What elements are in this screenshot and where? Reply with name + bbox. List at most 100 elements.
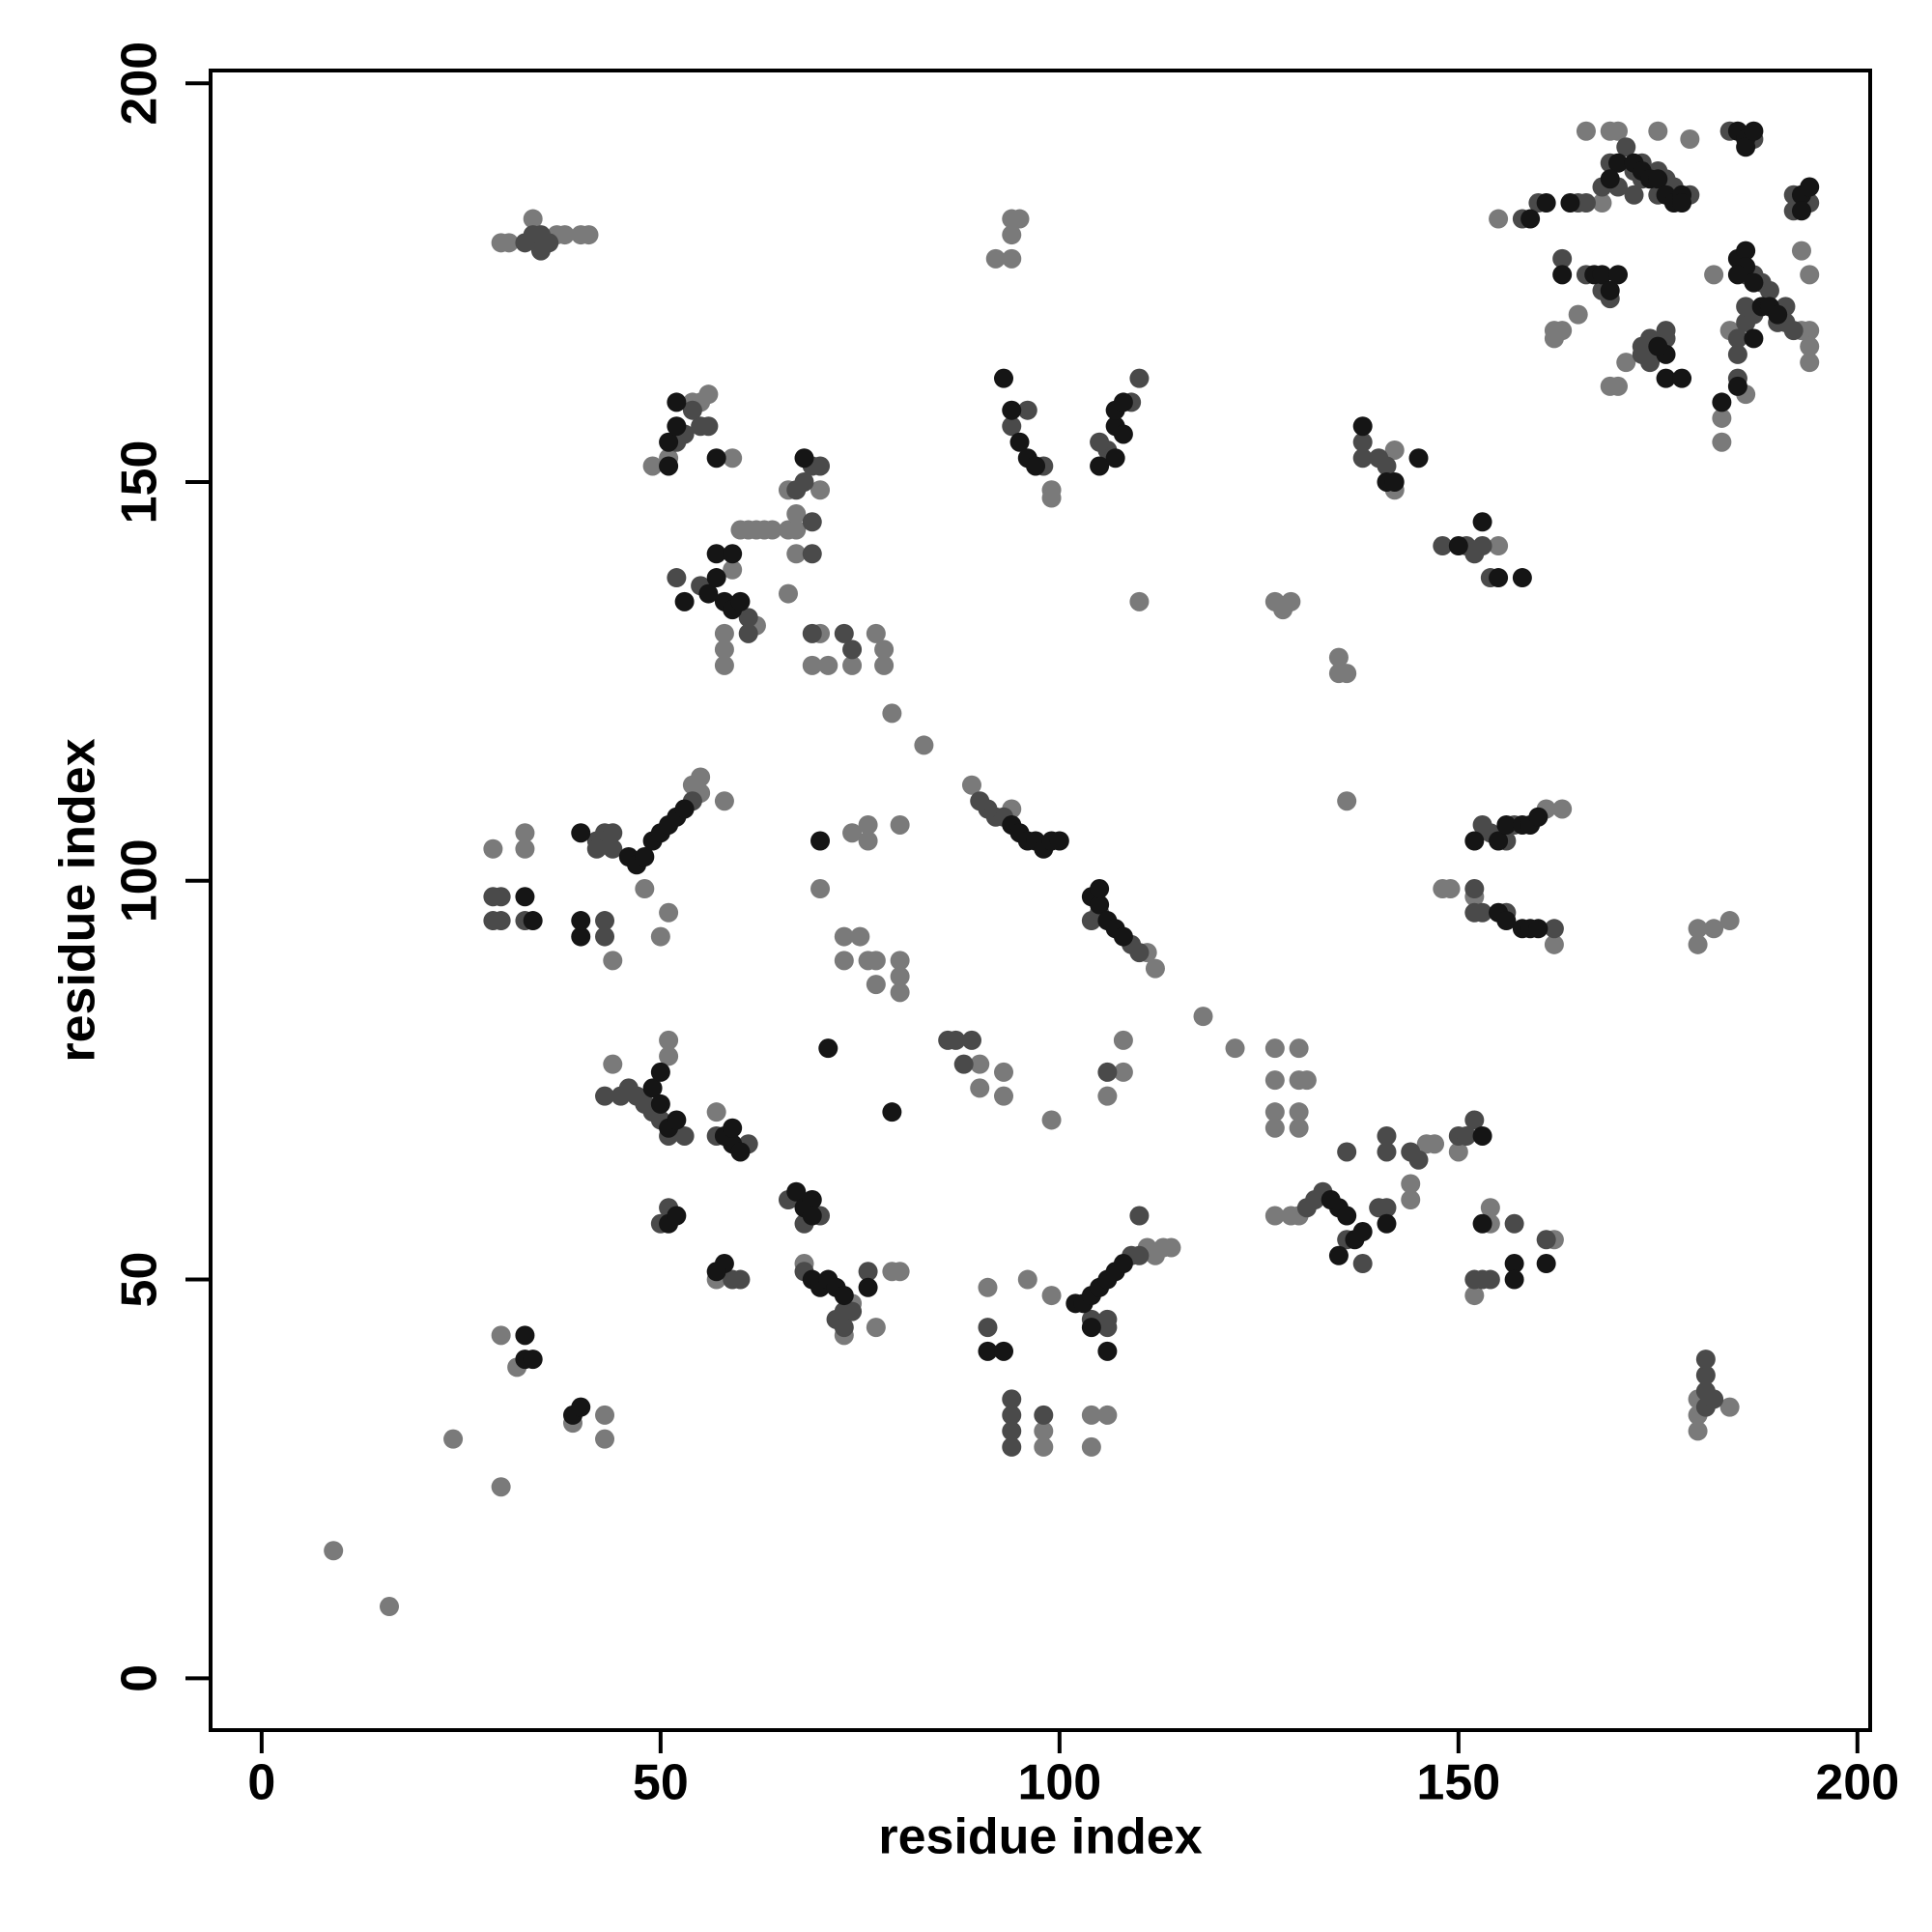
point <box>1225 1038 1245 1059</box>
point <box>1648 169 1668 189</box>
point <box>1759 280 1779 300</box>
point <box>1264 1206 1285 1226</box>
point <box>994 368 1014 388</box>
point <box>1489 536 1509 556</box>
point <box>1281 591 1301 611</box>
point <box>802 1189 822 1209</box>
point <box>698 384 719 405</box>
point <box>1727 265 1747 285</box>
point <box>1009 209 1030 229</box>
point <box>1496 911 1517 931</box>
point <box>579 225 599 245</box>
point <box>1113 1254 1133 1274</box>
point <box>1695 1365 1716 1385</box>
point <box>1472 1125 1492 1146</box>
point <box>1736 241 1756 261</box>
point <box>1800 177 1820 197</box>
point <box>1090 432 1110 452</box>
point <box>802 1206 822 1226</box>
point <box>818 655 838 675</box>
point <box>1489 568 1509 588</box>
point <box>723 544 743 564</box>
point <box>890 982 910 1003</box>
point <box>1026 456 1046 476</box>
point <box>1145 958 1165 979</box>
point <box>1704 919 1724 939</box>
point <box>1002 416 1022 437</box>
point <box>1568 304 1588 325</box>
point <box>706 1262 726 1282</box>
point <box>1034 1436 1054 1457</box>
x-tick-label: 0 <box>247 1755 275 1811</box>
point <box>1480 1269 1500 1290</box>
point <box>1129 1206 1150 1226</box>
point <box>571 1397 591 1417</box>
point <box>1129 368 1150 388</box>
y-tick-label: 0 <box>112 1664 168 1692</box>
point <box>866 623 886 643</box>
point <box>723 448 743 469</box>
point <box>1800 353 1820 373</box>
point <box>786 544 807 564</box>
point <box>483 887 503 907</box>
point <box>595 926 615 947</box>
plot-frame <box>209 69 1872 1732</box>
point <box>866 951 886 971</box>
point <box>1337 1206 1357 1226</box>
point <box>970 1078 990 1098</box>
point <box>810 456 831 476</box>
point <box>1464 879 1485 899</box>
point <box>1528 807 1548 827</box>
point <box>1264 1118 1285 1138</box>
point <box>1328 647 1349 668</box>
point <box>1002 1421 1022 1441</box>
point <box>650 1062 670 1082</box>
point <box>1384 471 1405 492</box>
point <box>1544 919 1564 939</box>
point <box>794 448 814 469</box>
point <box>1002 1389 1022 1409</box>
y-tick-label: 150 <box>112 440 168 525</box>
point <box>659 902 679 923</box>
point <box>1161 1237 1181 1258</box>
point <box>961 1030 981 1050</box>
point <box>1600 169 1620 189</box>
point <box>842 655 863 675</box>
point <box>970 791 990 811</box>
point <box>1337 664 1357 684</box>
point <box>674 591 695 611</box>
point <box>1017 400 1037 420</box>
point <box>1656 368 1676 388</box>
point <box>659 1030 679 1050</box>
point <box>961 775 981 795</box>
point <box>443 1429 464 1449</box>
point <box>1264 1070 1285 1091</box>
point <box>738 623 758 643</box>
point <box>1719 1397 1740 1417</box>
point <box>1616 137 1636 157</box>
point <box>714 623 734 643</box>
point <box>723 1118 743 1138</box>
point <box>635 847 655 867</box>
point <box>1528 919 1548 939</box>
point <box>1712 432 1732 452</box>
point <box>1289 1118 1309 1138</box>
point <box>810 831 831 851</box>
point <box>1129 943 1150 963</box>
point <box>866 975 886 995</box>
point <box>1384 440 1405 460</box>
point <box>994 1062 1014 1082</box>
point <box>539 233 559 253</box>
point <box>786 504 807 525</box>
point <box>1352 416 1373 437</box>
point <box>1480 1198 1500 1218</box>
point <box>1576 121 1596 141</box>
point <box>635 879 655 899</box>
point <box>571 926 591 947</box>
point <box>1472 1213 1492 1234</box>
point <box>1688 934 1708 954</box>
point <box>586 838 607 859</box>
point <box>1800 265 1820 285</box>
point <box>1552 799 1573 819</box>
point <box>603 838 623 859</box>
